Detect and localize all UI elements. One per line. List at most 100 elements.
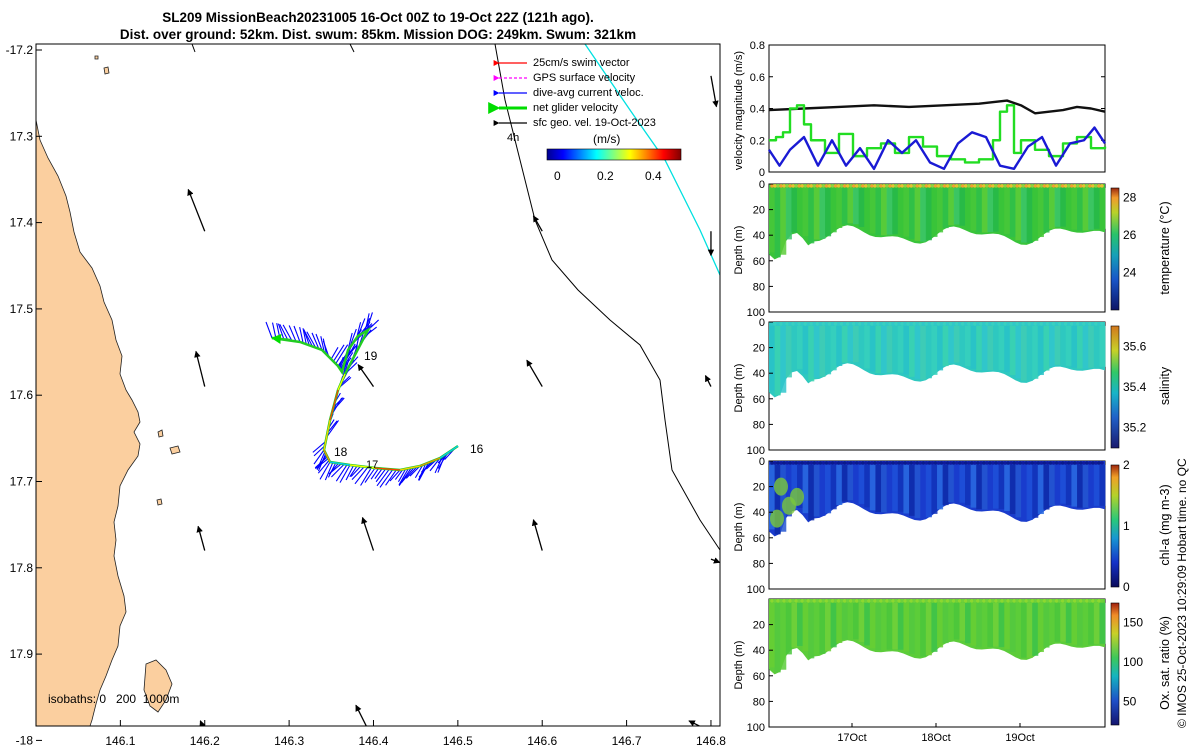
- surface-sample-dot: [970, 599, 974, 603]
- current-vector: [364, 313, 370, 332]
- surface-sample-dot: [794, 184, 799, 188]
- heatmap-cell-column: [1021, 464, 1028, 520]
- heatmap-cell-column: [903, 325, 910, 375]
- surface-sample-dot: [1009, 461, 1013, 465]
- heatmap-cell-column: [1060, 464, 1067, 504]
- heatmap-cell-column: [797, 602, 804, 646]
- surface-sample-dot: [1012, 461, 1017, 465]
- surface-sample-dot: [1024, 599, 1029, 603]
- chl-a-maximum-patch: [774, 477, 788, 496]
- surface-sample-dot: [870, 599, 874, 603]
- surface-sample-dot: [1015, 461, 1020, 465]
- current-vector: [400, 466, 415, 484]
- heatmap-cell-column: [942, 325, 949, 367]
- current-vector: [394, 469, 404, 480]
- surface-sample-dot: [812, 461, 817, 465]
- colorbar-label: chl-a (mg m-3): [1158, 484, 1172, 565]
- heatmap-cell-column: [830, 187, 837, 233]
- surface-sample-dot: [1051, 322, 1056, 326]
- surface-sample-dot: [933, 184, 938, 188]
- map-y-tick-label: 17.7: [10, 475, 34, 489]
- heatmap-cell-column: [797, 464, 804, 508]
- surface-sample-dot: [833, 461, 838, 465]
- surface-sample-dot: [909, 461, 914, 465]
- swim-speed-segment: [374, 467, 401, 471]
- heatmap-cell-column: [813, 464, 820, 517]
- surface-sample-dot: [845, 599, 850, 603]
- geo-velocity-arrow: [199, 720, 206, 726]
- surface-sample-dot: [963, 184, 968, 188]
- surface-sample-dot: [1000, 461, 1004, 465]
- velocity-y-tick-label: 0.6: [750, 72, 765, 84]
- heatmap-cell-column: [1032, 325, 1039, 379]
- surface-sample-dot: [936, 599, 941, 603]
- heatmap-cell-column: [813, 187, 820, 240]
- time-tick-label: 19Oct: [1005, 732, 1034, 744]
- surface-sample-dot: [1094, 461, 1098, 465]
- current-vector: [398, 467, 412, 486]
- surface-sample-dot: [1033, 599, 1038, 603]
- heatmap-cell-column: [1021, 602, 1028, 658]
- surface-sample-dot: [1030, 461, 1035, 465]
- heatmap-cell-column: [1026, 602, 1033, 658]
- heatmap-cell-column: [892, 464, 899, 512]
- heatmap-cell-column: [920, 187, 927, 242]
- heatmap-cell-column: [1088, 325, 1095, 368]
- surface-sample-dot: [973, 184, 977, 188]
- surface-sample-dot: [876, 461, 880, 465]
- surface-sample-dot: [976, 599, 980, 603]
- speed-colorbar-tick-0: 0: [554, 169, 561, 183]
- surface-sample-dot: [785, 322, 789, 326]
- heatmap-cell-column: [1088, 187, 1095, 230]
- surface-sample-dot: [797, 599, 802, 603]
- legend-geo-label: sfc geo. vel. 19-Oct-2023: [533, 117, 656, 129]
- surface-sample-dot: [936, 322, 941, 326]
- surface-sample-dot: [1018, 599, 1023, 603]
- surface-sample-dot: [876, 184, 880, 188]
- heatmap-cell-column: [953, 187, 960, 225]
- depth-tick-label: 40: [753, 230, 765, 242]
- heatmap-cell-column: [1088, 602, 1095, 645]
- surface-sample-dot: [960, 322, 965, 326]
- surface-sample-dot: [942, 184, 947, 188]
- heatmap-cell-column: [1009, 187, 1016, 238]
- day-label-17: 17: [366, 459, 378, 471]
- surface-sample-dot: [1072, 322, 1077, 326]
- depth-axis-label: Depth (m): [733, 503, 745, 552]
- surface-sample-dot: [948, 184, 953, 188]
- heatmap-cell-column: [897, 325, 904, 373]
- surface-sample-dot: [1042, 322, 1047, 326]
- surface-sample-dot: [1003, 322, 1007, 326]
- surface-sample-dot: [824, 184, 829, 188]
- surface-sample-dot: [1057, 322, 1062, 326]
- surface-sample-dot: [924, 184, 929, 188]
- heatmap-cell-column: [1043, 602, 1050, 648]
- colorbar-tick-label: 26: [1123, 228, 1137, 242]
- surface-sample-dot: [1054, 599, 1059, 603]
- heatmap-cell-column: [830, 464, 837, 510]
- heatmap-cell-column: [1015, 187, 1022, 241]
- heatmap-cell-column: [886, 464, 893, 512]
- colorbar-tick-label: 2: [1123, 458, 1130, 472]
- map-y-ticks: -17.2 17.3 17.4 17.5 17.6 17.7 17.8 17.9 -18: [6, 43, 42, 747]
- current-vector: [313, 445, 326, 457]
- heatmap-cell-column: [1043, 464, 1050, 510]
- surface-sample-dot: [903, 599, 908, 603]
- surface-sample-dot: [970, 322, 974, 326]
- current-vector: [330, 347, 339, 360]
- surface-sample-dot: [1054, 322, 1059, 326]
- surface-sample-dot: [894, 461, 898, 465]
- current-vector: [414, 464, 424, 479]
- heatmap-cell-column: [830, 325, 837, 371]
- surface-sample-dot: [982, 461, 986, 465]
- depth-tick-label: 0: [759, 179, 765, 191]
- heatmap-cell-column: [808, 325, 815, 382]
- heatmap-cell-column: [1065, 602, 1072, 643]
- surface-sample-dot: [979, 322, 983, 326]
- surface-sample-dot: [915, 322, 920, 326]
- time-tick-label: 18Oct: [921, 732, 950, 744]
- heatmap-cell-column: [1049, 325, 1056, 367]
- surface-sample-dot: [1006, 599, 1010, 603]
- surface-sample-dot: [1021, 461, 1026, 465]
